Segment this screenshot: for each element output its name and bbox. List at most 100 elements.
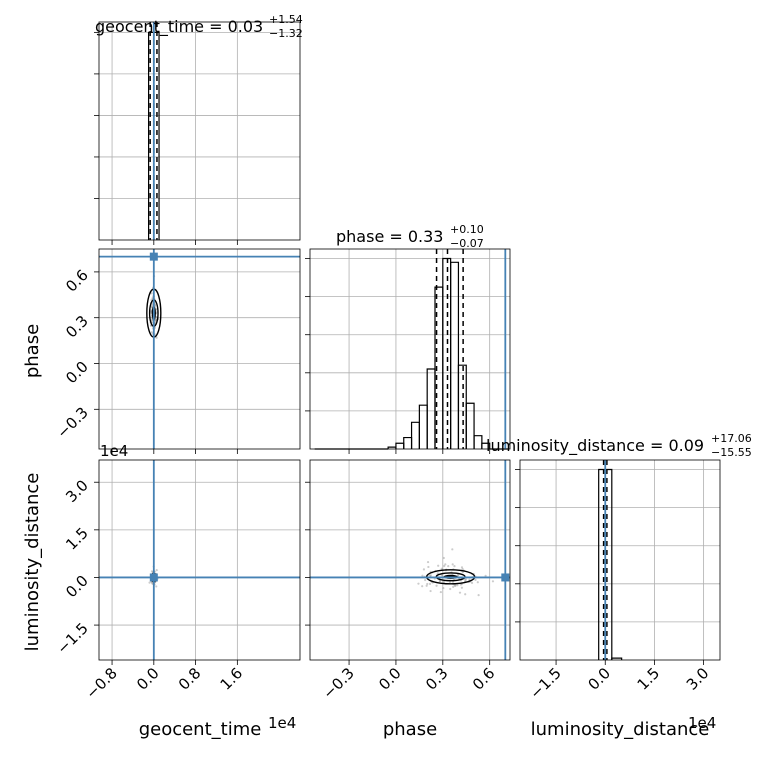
bottom-lumdist-xtick-label-3: 3.0 [683, 664, 713, 694]
hist-phase-bar-13 [481, 442, 491, 449]
bottom-lumdist-xtick-label-0: −1.5 [526, 664, 564, 702]
title-luminosity-distance-plus: +17.06 [711, 432, 752, 445]
scatter-lumdist-phase-sample-51 [476, 581, 479, 584]
scatter-lumdist-phase-sample-24 [458, 591, 462, 594]
hist-geocent-time-frame [98, 21, 301, 241]
scatter-lumdist-phase-sample-27 [460, 566, 464, 569]
scatter-phase-geocent-truth-marker [149, 252, 158, 261]
xlabel-phase: phase [383, 719, 437, 740]
hist-phase-bar-11 [465, 402, 475, 449]
scatter-lumdist-phase-sample-59 [444, 563, 447, 566]
grid-layer [99, 22, 720, 660]
title-geocent-time-main: geocent_time = 0.03 [95, 17, 263, 37]
scatter-lumdist-phase-sample-52 [451, 563, 454, 566]
left-lumdist-ytick-label-2: 1.5 [62, 524, 92, 554]
scatter-lumdist-phase-sample-19 [426, 560, 430, 564]
title-geocent-time-minus: −1.32 [269, 27, 303, 40]
scatter-phase-geocent-sample-19 [150, 292, 153, 295]
bottom-phase-xtick-label-0: −0.3 [319, 664, 357, 702]
scatter-phase-geocent-sample-81 [150, 331, 153, 334]
left-phase-ytick-label-3: 0.6 [62, 266, 92, 296]
bottom-phase-xtick-label-3: 0.6 [469, 664, 499, 694]
scatter-lumdist-phase-sample-57 [477, 594, 480, 597]
ylabel-luminosity-distance: luminosity_distance [22, 473, 43, 652]
scatter-lumdist-geocent-sample-16 [148, 581, 151, 584]
scatter-phase-geocent-frame [98, 248, 301, 450]
scatter-lumdist-phase-sample-12 [426, 582, 429, 586]
scatter-lumdist-phase-sample-38 [427, 565, 430, 569]
scatter-lumdist-phase-sample-61 [437, 564, 440, 567]
xlabel-geocent-time: geocent_time [139, 719, 262, 740]
scatter-lumdist-phase-sample-80 [421, 574, 424, 577]
bottom-geocent-xtick-label-2: 0.8 [175, 664, 205, 694]
scatter-lumdist-geocent-sample-85 [150, 570, 154, 573]
scatter-lumdist-phase-sample-63 [470, 581, 474, 584]
scatter-lumdist-phase-sample-21 [443, 564, 446, 568]
bottom-lumdist-xtick-label-1: 0.0 [584, 664, 614, 694]
scatter-lumdist-phase-truth-marker [501, 573, 510, 582]
scatter-lumdist-phase-sample-40 [435, 584, 438, 587]
scatter-lumdist-phase-sample-86 [448, 580, 452, 584]
scatter-lumdist-phase-sample-45 [453, 565, 456, 568]
scatter-lumdist-phase-sample-78 [436, 572, 439, 575]
scatter-lumdist-phase-sample-22 [442, 556, 445, 560]
xlabel-luminosity-distance: luminosity_distance [531, 719, 710, 740]
scatter-lumdist-phase-sample-72 [421, 585, 424, 588]
scatter-lumdist-phase-sample-50 [428, 582, 432, 585]
bottom-lumdist-xtick-label-2: 1.5 [634, 664, 664, 694]
scatter-lumdist-phase-sample-67 [474, 578, 477, 581]
bottom-geocent-xtick-label-1: 0.0 [133, 664, 163, 694]
scatter-lumdist-phase-sample-79 [424, 578, 427, 582]
scatter-lumdist-phase-sample-41 [422, 568, 426, 571]
hist-phase-bar-9 [450, 261, 460, 449]
left-lumdist-ytick-label-1: 0.0 [62, 572, 92, 602]
scatter-lumdist-phase-sample-75 [425, 584, 428, 587]
hist-phase-frame [309, 248, 511, 450]
left-lumdist-ytick-label-3: 3.0 [62, 476, 92, 506]
data-layer [99, 22, 623, 660]
scatter-lumdist-phase-samples [417, 548, 495, 597]
scatter-lumdist-geocent-sample-46 [155, 585, 158, 588]
scatter-lumdist-phase-sample-85 [442, 580, 446, 583]
offset-label-geocent-x: 1e4 [268, 714, 296, 732]
ylabel-phase: phase [22, 324, 43, 378]
left-lumdist-ytick-label-0: −1.5 [53, 619, 91, 657]
scatter-phase-geocent-sample-80 [149, 310, 153, 313]
hist-phase-bar-2 [395, 442, 405, 449]
hist-phase-bar-5 [418, 404, 428, 449]
scatter-lumdist-phase-sample-4 [451, 548, 454, 551]
scatter-lumdist-phase-sample-66 [429, 574, 432, 577]
title-geocent-time: geocent_time = 0.03 [95, 17, 263, 37]
title-luminosity-distance: luminosity_distance = 0.09 [486, 436, 704, 456]
hist-phase-bar-4 [410, 421, 420, 449]
scatter-lumdist-phase-sample-70 [454, 584, 457, 587]
scatter-lumdist-phase-sample-69 [464, 593, 467, 596]
scatter-lumdist-geocent-frame [98, 459, 301, 661]
scatter-lumdist-phase-sample-76 [442, 586, 445, 590]
scatter-lumdist-geocent-sample-52 [155, 568, 158, 572]
left-phase-ytick-label-1: 0.0 [62, 358, 92, 388]
scatter-lumdist-phase-sample-48 [459, 583, 462, 586]
title-phase-plus: +0.10 [450, 223, 484, 236]
ticks-layer: −0.8 0.0 0.8 1.6 −0.3 0.0 0.3 0.6 −1.5 0.0 1.5 3.0 −… [53, 31, 713, 703]
offset-label-row3-y: 1e4 [100, 442, 128, 460]
scatter-lumdist-phase-sample-83 [461, 568, 464, 571]
bottom-geocent-xtick-label-0: −0.8 [82, 664, 120, 702]
scatter-phase-geocent-sample-67 [155, 316, 158, 319]
scatter-lumdist-phase-sample-81 [429, 589, 432, 593]
scatter-lumdist-phase-sample-20 [491, 580, 495, 583]
title-phase: phase = 0.33 [336, 227, 443, 246]
frames-layer [98, 21, 721, 661]
hist-luminosity-distance-frame [519, 459, 721, 661]
left-phase-ytick-label-0: −0.3 [53, 403, 91, 441]
scatter-lumdist-geocent-sample-77 [150, 581, 153, 584]
hist-phase-bar-12 [473, 435, 483, 449]
title-luminosity-distance-minus: −15.55 [711, 446, 752, 459]
scatter-lumdist-phase-sample-29 [460, 586, 464, 589]
offset-label-lumdist-x: 1e4 [688, 714, 716, 732]
hist-phase-bar-3 [403, 436, 413, 449]
scatter-lumdist-phase-sample-16 [440, 567, 443, 570]
scatter-lumdist-geocent-truth-marker [149, 573, 158, 582]
title-phase-minus: −0.07 [450, 237, 484, 250]
